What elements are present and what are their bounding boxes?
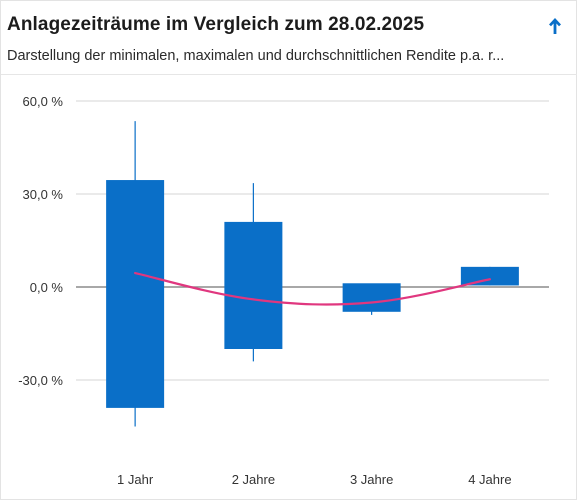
x-tick-label: 4 Jahre bbox=[468, 472, 511, 487]
x-tick-label: 1 Jahr bbox=[117, 472, 154, 487]
chart-subtitle: Darstellung der minimalen, maximalen und… bbox=[7, 48, 505, 64]
y-tick-label: 0,0 % bbox=[30, 280, 64, 295]
box-3 bbox=[342, 283, 401, 312]
y-tick-label: -30,0 % bbox=[18, 373, 63, 388]
y-tick-label: 60,0 % bbox=[23, 94, 64, 109]
average-line bbox=[134, 271, 491, 306]
card-header: Anlagezeiträume im Vergleich zum 28.02.2… bbox=[1, 1, 577, 75]
arrow-up-icon[interactable] bbox=[544, 15, 566, 37]
chart-title: Anlagezeiträume im Vergleich zum 28.02.2… bbox=[7, 14, 425, 35]
y-tick-label: 30,0 % bbox=[23, 187, 64, 202]
box-2 bbox=[224, 221, 283, 349]
box-4 bbox=[460, 266, 519, 286]
box-1 bbox=[106, 180, 165, 408]
box-plot-chart: 60,0 % 30,0 % 0,0 % -30,0 % 1 Jahr 2 Jahre 3 J… bbox=[18, 94, 549, 487]
x-tick-label: 3 Jahre bbox=[350, 472, 393, 487]
x-tick-label: 2 Jahre bbox=[232, 472, 275, 487]
